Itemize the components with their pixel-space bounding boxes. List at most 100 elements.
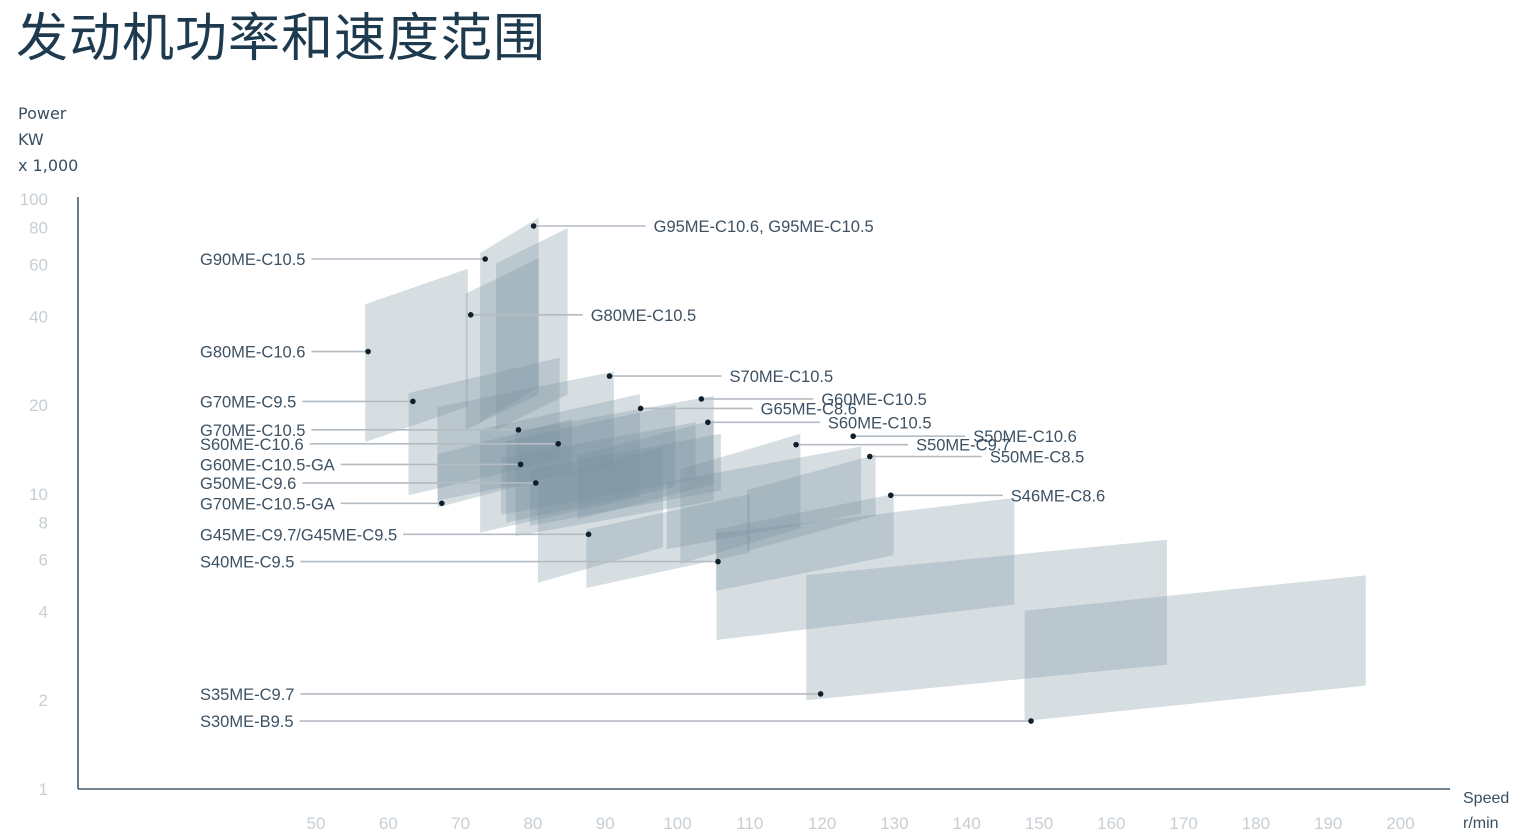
engine-region xyxy=(746,454,876,552)
engine-point xyxy=(705,419,711,426)
x-tick-label: 170 xyxy=(1169,814,1197,833)
engine-point xyxy=(532,480,539,486)
engine-point xyxy=(365,348,371,355)
page-title: 发动机功率和速度范围 xyxy=(16,9,547,69)
x-tick-label: 70 xyxy=(451,814,470,833)
x-tick-label: 160 xyxy=(1097,814,1125,833)
y-axis-label-power: Power xyxy=(18,104,67,123)
y-tick-label: 60 xyxy=(29,255,48,274)
engine-region xyxy=(716,497,1015,640)
x-tick-label: 180 xyxy=(1242,814,1270,833)
x-tick-label: 140 xyxy=(953,814,981,833)
engine-region xyxy=(537,446,664,583)
engine-label: G60ME-C10.5-GA xyxy=(200,456,335,474)
x-tick-label: 50 xyxy=(307,814,326,833)
engine-point xyxy=(482,256,488,262)
y-tick-labels: 1 2 4 6 8 10 20 40 60 80 100 xyxy=(20,190,48,799)
y-tick-label: 80 xyxy=(29,219,48,238)
engine-point xyxy=(555,440,562,447)
engine-region xyxy=(666,446,862,550)
y-tick-label: 20 xyxy=(29,396,48,415)
engine-label: G50ME-C9.6 xyxy=(200,475,296,493)
engine-region xyxy=(437,418,572,508)
engine-label: S50ME-C8.5 xyxy=(990,449,1084,467)
engine-label: S40ME-C9.5 xyxy=(200,554,294,572)
engine-point xyxy=(606,373,613,379)
engine-label: S50ME-C10.6 xyxy=(973,428,1077,446)
engine-label: S46ME-C8.6 xyxy=(1011,487,1105,505)
engine-point xyxy=(515,427,522,433)
engine-region xyxy=(806,539,1167,701)
x-tick-label: 60 xyxy=(379,814,398,833)
engine-point xyxy=(817,691,824,697)
engine-point xyxy=(517,461,524,468)
y-axis-label-unit: KW xyxy=(18,130,44,149)
y-tick-label: 4 xyxy=(39,602,48,621)
engine-label: G95ME-C10.6, G95ME-C10.5 xyxy=(654,218,874,236)
engine-region xyxy=(408,357,560,496)
engine-region xyxy=(715,494,894,591)
engine-labels: G95ME-C10.6, G95ME-C10.5 G90ME-C10.5 G80ME… xyxy=(200,218,1105,731)
engine-region xyxy=(515,395,714,537)
engine-point xyxy=(410,398,416,405)
engine-region xyxy=(480,217,539,423)
engine-point xyxy=(585,531,592,538)
engine-label: G80ME-C10.5 xyxy=(591,307,696,325)
x-tick-labels: 50 60 70 80 90 100 110 120 130 140 150 160 170 180 190… xyxy=(307,814,1415,833)
engine-point xyxy=(867,453,873,460)
engine-region xyxy=(496,228,568,430)
engine-label: G70ME-C10.5 xyxy=(200,422,305,440)
x-tick-label: 200 xyxy=(1386,814,1414,833)
y-tick-label: 2 xyxy=(39,691,48,710)
engine-region xyxy=(365,268,468,443)
x-tick-label: 190 xyxy=(1314,814,1342,833)
engine-label: S30ME-B9.5 xyxy=(200,713,294,731)
engine-region xyxy=(465,258,539,430)
y-tick-label: 6 xyxy=(39,550,48,569)
engine-label: S50ME-C9.7 xyxy=(916,437,1010,455)
engine-label: S60ME-C10.6 xyxy=(200,436,304,454)
engine-point xyxy=(637,405,644,412)
y-tick-label: 100 xyxy=(20,190,48,209)
x-axis-label-speed: Speed xyxy=(1463,790,1509,807)
engine-region xyxy=(501,422,696,515)
engine-region xyxy=(586,494,750,589)
engine-point xyxy=(887,492,894,499)
x-tick-label: 150 xyxy=(1025,814,1053,833)
x-tick-label: 130 xyxy=(880,814,908,833)
engine-region xyxy=(506,405,676,523)
engine-point xyxy=(439,500,445,507)
engine-label: G90ME-C10.5 xyxy=(200,251,305,269)
engine-label: G70ME-C9.5 xyxy=(200,393,296,411)
engine-label: S60ME-C10.5 xyxy=(828,414,932,432)
y-tick-label: 10 xyxy=(29,485,48,504)
y-tick-label: 8 xyxy=(39,514,48,533)
x-axis-label-unit: r/min xyxy=(1463,815,1499,832)
engine-point xyxy=(698,396,705,402)
engine-label: G45ME-C9.7/G45ME-C9.5 xyxy=(200,526,397,544)
x-tick-label: 100 xyxy=(663,814,691,833)
engine-point xyxy=(530,223,537,229)
y-tick-label: 1 xyxy=(39,780,48,799)
engine-region xyxy=(680,433,801,564)
engine-point xyxy=(850,433,856,440)
engine-points xyxy=(365,223,1034,724)
engine-region xyxy=(577,420,714,520)
x-tick-label: 80 xyxy=(523,814,542,833)
x-tick-label: 110 xyxy=(736,814,763,833)
y-tick-label: 40 xyxy=(29,307,48,326)
engine-region xyxy=(437,371,614,501)
engine-label: G70ME-C10.5-GA xyxy=(200,495,335,513)
engine-label: G65ME-C8.6 xyxy=(761,400,857,418)
engine-label: S35ME-C9.7 xyxy=(200,686,294,704)
engine-point xyxy=(467,312,474,318)
engine-region xyxy=(530,433,721,526)
engine-label: S70ME-C10.5 xyxy=(730,368,834,386)
engine-label: G60ME-C10.5 xyxy=(821,391,926,409)
engine-leader-lines xyxy=(299,225,1032,722)
engine-point xyxy=(715,558,721,565)
engine-point xyxy=(793,441,799,448)
engine-point xyxy=(1028,718,1034,724)
engine-region xyxy=(1024,575,1366,722)
y-axis-label-scale: x 1,000 xyxy=(18,156,79,175)
